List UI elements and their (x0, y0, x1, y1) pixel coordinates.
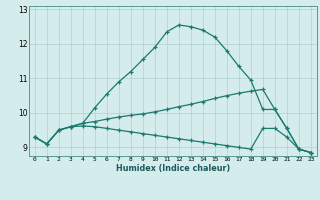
X-axis label: Humidex (Indice chaleur): Humidex (Indice chaleur) (116, 164, 230, 173)
